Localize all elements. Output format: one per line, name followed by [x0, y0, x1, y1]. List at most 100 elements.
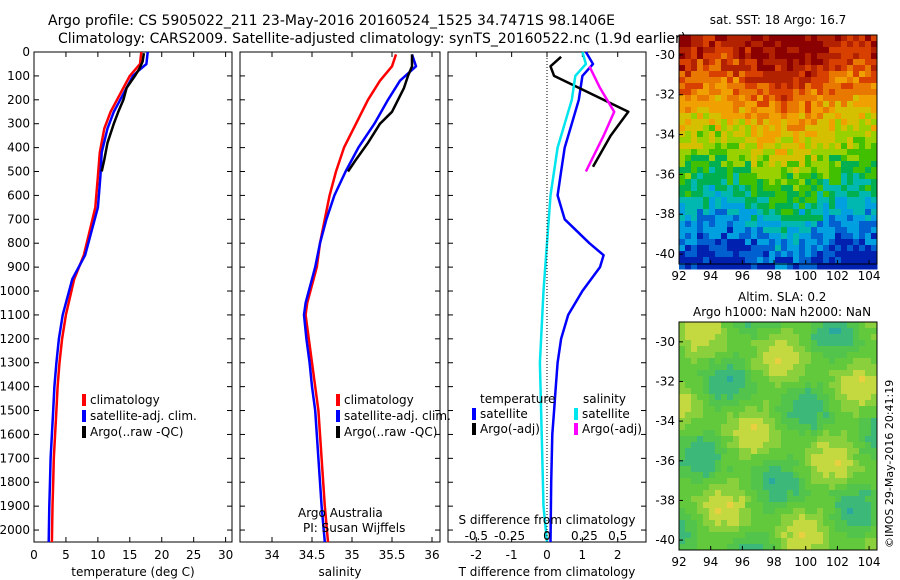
sla_map-cell [853, 418, 860, 425]
sla_map-cell [847, 436, 854, 443]
sst_map-cell [787, 47, 794, 54]
sla_map-cell [745, 502, 752, 509]
sla_map-cell [847, 412, 854, 419]
sla_map-cell [721, 364, 728, 371]
sla_map-cell [823, 538, 830, 545]
sst_map-cell [781, 209, 788, 216]
sst_map-cell [763, 161, 770, 168]
sst_map-cell [703, 215, 710, 222]
sst_map-cell [763, 191, 770, 198]
sla_map-cell [817, 538, 824, 545]
sla_map-cell [817, 322, 824, 329]
sst_map-cell [799, 113, 806, 120]
sst_map-cell [823, 47, 830, 54]
sla_map-cell [709, 544, 716, 551]
sst_map-cell [823, 215, 830, 222]
sla_map-cell [709, 520, 716, 527]
sla_map-cell [697, 532, 704, 539]
sla_map-cell [769, 418, 776, 425]
sst_map-cell [811, 161, 818, 168]
sst_map-cell [841, 173, 848, 180]
sst_map-cell [805, 143, 812, 150]
sla_map-cell [751, 478, 758, 485]
sst_map-cell [835, 125, 842, 132]
sla_map-cell [859, 538, 866, 545]
sst_map-cell [763, 245, 770, 252]
sla_map-cell [835, 340, 842, 347]
sst_map-cell [691, 143, 698, 150]
sla_map-cell [793, 376, 800, 383]
sst_map-cell [739, 227, 746, 234]
sst_map-cell [715, 119, 722, 126]
sla_map-cell [691, 328, 698, 335]
sst_map-cell [691, 59, 698, 66]
sla_map-cell [775, 508, 782, 515]
sla_map-cell [805, 544, 812, 551]
sst_map-cell [847, 35, 854, 42]
sla_map-cell [853, 376, 860, 383]
sst-map-title: sat. SST: 18 Argo: 16.7 [710, 13, 847, 27]
sst_map-cell [703, 95, 710, 102]
sst_map-cell [709, 215, 716, 222]
sla_map-cell [757, 436, 764, 443]
sla_map-cell [793, 520, 800, 527]
sst_map-cell [733, 185, 740, 192]
sst_map-cell [721, 257, 728, 264]
sla_map-cell [679, 508, 686, 515]
sst_map-cell [697, 53, 704, 60]
sla_map-cell [721, 454, 728, 461]
sst_map-cell [685, 77, 692, 84]
sst_map-cell [775, 89, 782, 96]
sst_map-cell [829, 227, 836, 234]
sst_map-cell [727, 155, 734, 162]
sla_map-cell [823, 514, 830, 521]
sst_map-cell [697, 233, 704, 240]
sst_map-cell [841, 239, 848, 246]
sla_map-cell [745, 496, 752, 503]
sst_map-cell [823, 65, 830, 72]
sla_map-cell [811, 526, 818, 533]
sst_map-cell [727, 101, 734, 108]
sst_map-cell [853, 95, 860, 102]
sla_map-cell [715, 490, 722, 497]
sla_map-cell [865, 358, 872, 365]
sst_map-cell [733, 107, 740, 114]
sla_map-cell [805, 400, 812, 407]
sla_map-cell [697, 538, 704, 545]
sla_map-cell [781, 322, 788, 329]
sla_map-cell [847, 364, 854, 371]
sst_map-cell [787, 143, 794, 150]
sst_map-cell [853, 197, 860, 204]
sla_map-cell [679, 388, 686, 395]
sst_map-cell [787, 35, 794, 42]
sla_map-cell [865, 544, 872, 551]
sst_map-cell [715, 197, 722, 204]
sst_map-cell [715, 161, 722, 168]
sst_map-cell [769, 251, 776, 258]
sst_map-cell [787, 41, 794, 48]
sst_map-cell [841, 185, 848, 192]
sst_map-cell [739, 197, 746, 204]
sla_map-ytick-label: -38 [655, 493, 675, 507]
sst_map-cell [793, 209, 800, 216]
sla_map-cell [733, 334, 740, 341]
sst_map-cell [865, 149, 872, 156]
sla_map-cell [775, 358, 782, 365]
sla_map-cell [811, 370, 818, 377]
sst_map-cell [871, 77, 878, 84]
sst_map-cell [823, 233, 830, 240]
sst_map-cell [847, 233, 854, 240]
sla_map-cell [715, 394, 722, 401]
sla_map-cell [751, 526, 758, 533]
sst_map-cell [799, 179, 806, 186]
sst_map-cell [745, 137, 752, 144]
sst_map-cell [835, 77, 842, 84]
sla_map-cell [691, 472, 698, 479]
sst_map-cell [721, 263, 728, 270]
sla_map-cell [793, 436, 800, 443]
sst_map-cell [757, 233, 764, 240]
sst_map-cell [757, 197, 764, 204]
sla_map-cell [811, 454, 818, 461]
sst_map-cell [793, 95, 800, 102]
sst_map-cell [811, 65, 818, 72]
